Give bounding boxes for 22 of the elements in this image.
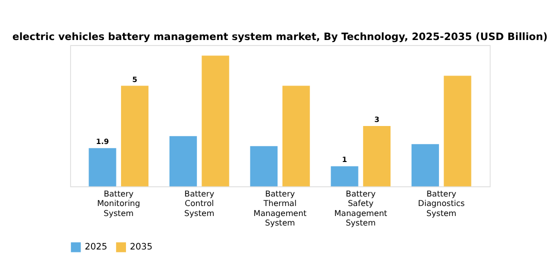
bar xyxy=(330,166,358,186)
bar xyxy=(282,86,310,186)
bar xyxy=(88,148,116,186)
legend-label: 2035 xyxy=(130,242,152,253)
data-label: 1.9 xyxy=(96,137,109,146)
x-tick-label: Battery Monitoring System xyxy=(97,189,140,218)
bar xyxy=(250,146,278,186)
x-tick-label: Battery Control System xyxy=(184,189,214,218)
chart-title: electric vehicles battery management system market, By Technology, 2025-2035 (USD Billion) xyxy=(12,32,548,43)
data-label: 1 xyxy=(342,155,348,164)
bar xyxy=(444,76,472,186)
data-label: 3 xyxy=(374,115,380,124)
bar xyxy=(202,56,230,186)
bar xyxy=(121,86,148,186)
x-tick-label: Battery Thermal Management System xyxy=(253,189,307,228)
bar xyxy=(412,144,439,186)
x-tick-label: Battery Diagnostics System xyxy=(418,189,465,218)
bar xyxy=(363,126,391,186)
data-label: 5 xyxy=(132,74,138,84)
bar xyxy=(169,136,197,186)
legend-label: 2025 xyxy=(84,242,108,253)
x-tick-label: Battery Safety Management System xyxy=(334,189,388,228)
